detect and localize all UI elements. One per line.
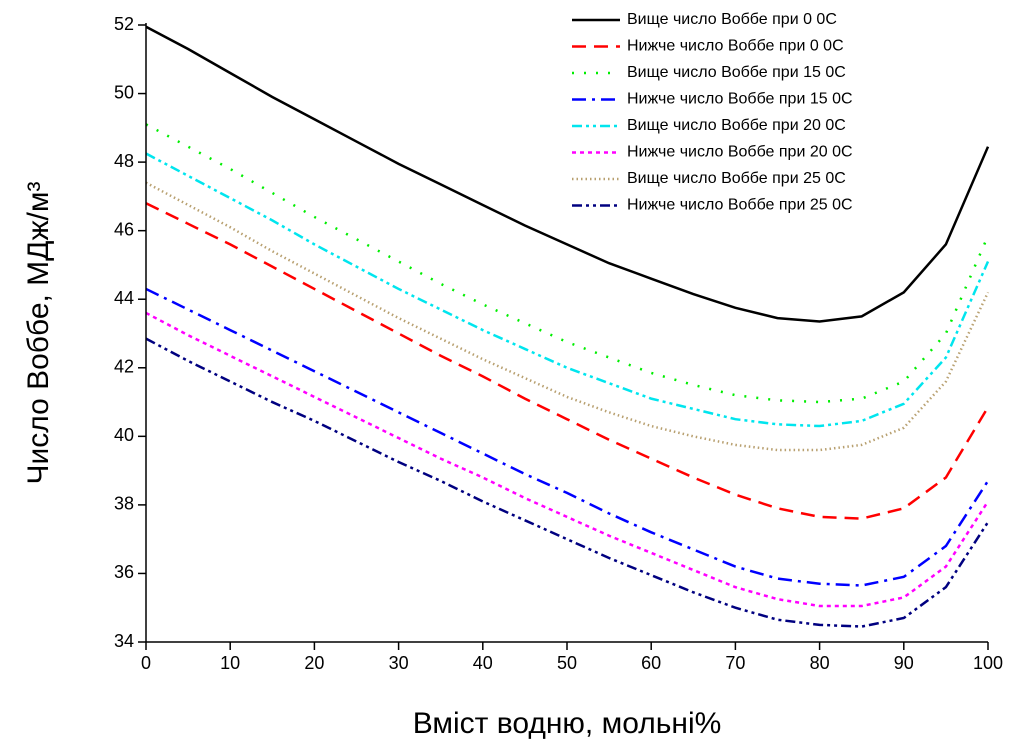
x-tick-label: 50 [557, 653, 577, 673]
x-tick-label: 100 [973, 653, 1003, 673]
y-tick-label: 48 [114, 151, 134, 171]
x-tick-label: 70 [725, 653, 745, 673]
series-line [145, 337, 990, 628]
legend-label: Нижче число Воббе при 25 0С [627, 197, 853, 214]
series-line [145, 152, 990, 428]
y-axis-title: Число Воббе, МДж/м³ [22, 181, 55, 484]
legend-label: Вище число Воббе при 20 0С [627, 117, 846, 134]
x-axis-title: Вміст водню, мольні% [413, 707, 722, 740]
x-tick-label: 0 [141, 653, 151, 673]
series-line [145, 123, 990, 404]
y-tick-label: 42 [114, 357, 134, 377]
x-tick-label: 90 [894, 653, 914, 673]
legend-label: Вище число Воббе при 15 0С [627, 64, 846, 81]
legend-label: Вище число Воббе при 0 0С [627, 11, 837, 28]
y-tick-label: 46 [114, 219, 134, 239]
series-line [145, 202, 990, 520]
x-tick-label: 10 [220, 653, 240, 673]
x-tick-label: 40 [473, 653, 493, 673]
y-tick-label: 34 [114, 631, 134, 651]
series-line [145, 311, 990, 608]
y-tick-label: 40 [114, 425, 134, 445]
x-tick-label: 30 [389, 653, 409, 673]
legend-label: Вище число Воббе при 25 0С [627, 170, 846, 187]
x-tick-label: 20 [304, 653, 324, 673]
y-tick-label: 44 [114, 288, 134, 308]
y-tick-label: 50 [114, 82, 134, 102]
series-line [145, 181, 990, 452]
legend-label: Нижче число Воббе при 15 0С [627, 91, 853, 108]
y-tick-label: 52 [114, 14, 134, 34]
y-tick-label: 38 [114, 494, 134, 514]
x-tick-label: 60 [641, 653, 661, 673]
x-tick-label: 80 [810, 653, 830, 673]
y-tick-label: 36 [114, 562, 134, 582]
legend-label: Нижче число Воббе при 20 0С [627, 144, 853, 161]
legend-label: Нижче число Воббе при 0 0С [627, 38, 844, 55]
series-line [145, 25, 990, 323]
series-line [145, 287, 990, 587]
